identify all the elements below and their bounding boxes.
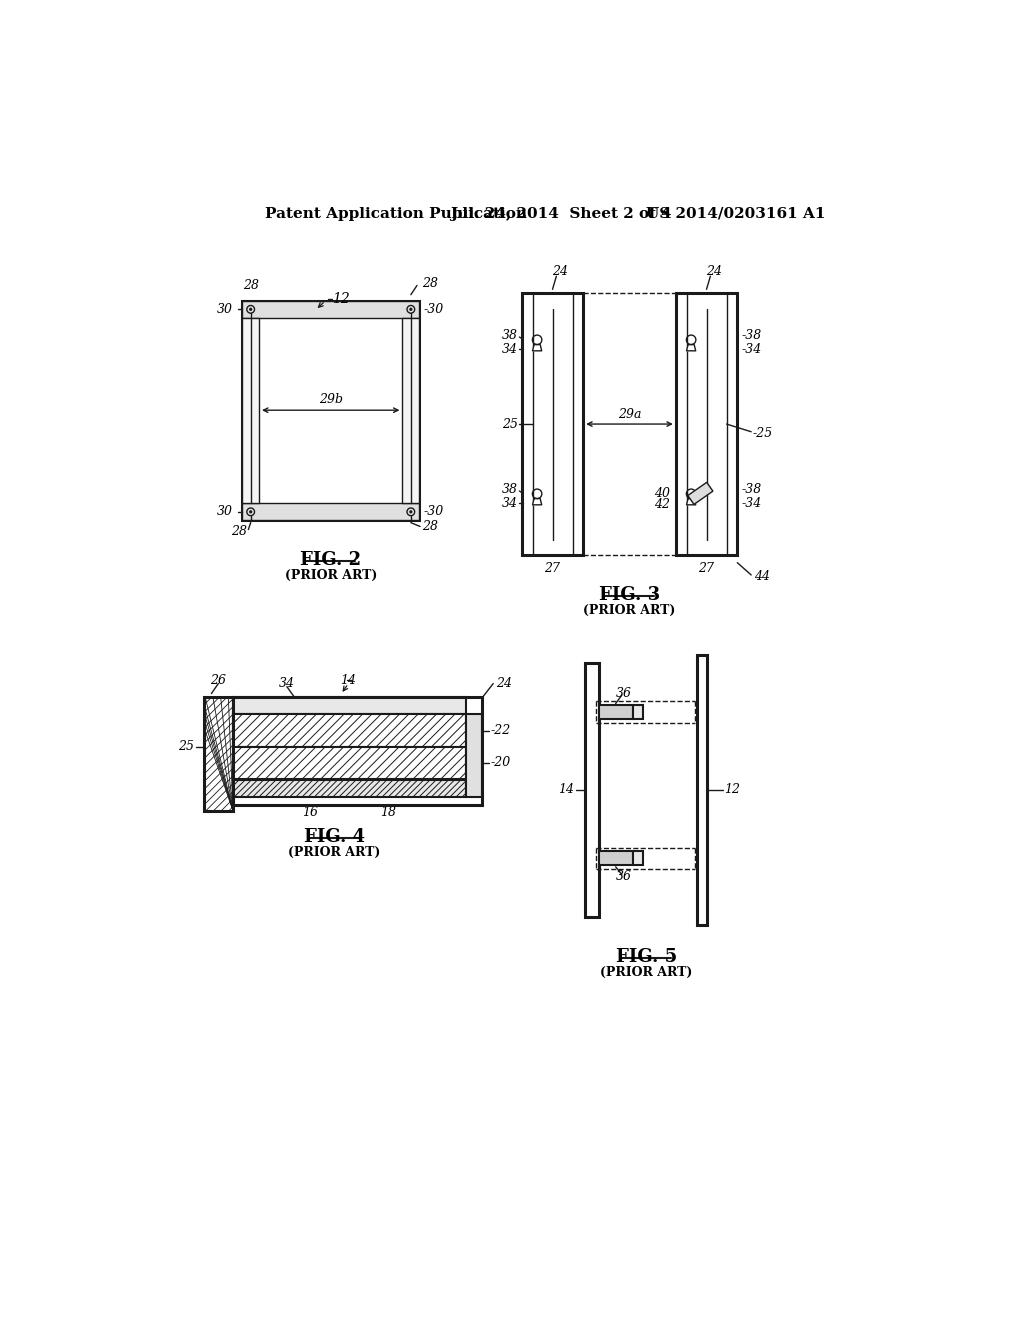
Text: 42: 42 xyxy=(653,499,670,511)
Bar xyxy=(233,780,466,797)
Bar xyxy=(634,851,643,866)
Bar xyxy=(634,705,643,719)
Text: 25: 25 xyxy=(502,417,518,430)
Text: 30: 30 xyxy=(217,302,233,315)
Text: 38: 38 xyxy=(502,329,518,342)
Text: 16: 16 xyxy=(302,805,318,818)
Text: (PRIOR ART): (PRIOR ART) xyxy=(584,603,676,616)
Text: 44: 44 xyxy=(755,570,770,583)
Text: (PRIOR ART): (PRIOR ART) xyxy=(285,569,377,582)
Circle shape xyxy=(410,511,412,512)
Text: Patent Application Publication: Patent Application Publication xyxy=(265,207,527,220)
Text: 29b: 29b xyxy=(318,393,343,407)
Circle shape xyxy=(410,309,412,310)
Text: 36: 36 xyxy=(615,686,632,700)
Bar xyxy=(243,301,419,318)
Text: 27: 27 xyxy=(698,562,715,576)
Bar xyxy=(233,747,466,779)
Text: 26: 26 xyxy=(210,675,226,686)
Text: Jul. 24, 2014  Sheet 2 of 4: Jul. 24, 2014 Sheet 2 of 4 xyxy=(451,207,672,220)
Text: -38: -38 xyxy=(741,483,762,496)
Text: 12: 12 xyxy=(333,292,350,305)
Text: (PRIOR ART): (PRIOR ART) xyxy=(600,966,692,979)
Text: 27: 27 xyxy=(545,562,560,576)
Text: 24: 24 xyxy=(497,677,512,690)
Text: 34: 34 xyxy=(502,343,518,356)
Text: -38: -38 xyxy=(741,329,762,342)
Text: 34: 34 xyxy=(502,496,518,510)
Bar xyxy=(233,714,466,747)
Text: 30: 30 xyxy=(217,506,233,519)
Circle shape xyxy=(250,309,252,310)
Text: 28: 28 xyxy=(243,279,259,292)
Text: 28: 28 xyxy=(422,520,438,533)
Bar xyxy=(599,851,634,866)
Text: -34: -34 xyxy=(741,343,762,356)
Bar xyxy=(204,697,233,810)
Text: -25: -25 xyxy=(753,426,773,440)
Text: 28: 28 xyxy=(422,277,438,290)
Text: 12: 12 xyxy=(724,783,740,796)
Polygon shape xyxy=(688,482,713,504)
Text: US 2014/0203161 A1: US 2014/0203161 A1 xyxy=(646,207,826,220)
Polygon shape xyxy=(532,499,542,504)
Bar xyxy=(233,697,482,805)
Polygon shape xyxy=(532,345,542,351)
Bar xyxy=(696,655,708,924)
Text: 24: 24 xyxy=(552,265,568,279)
Text: 14: 14 xyxy=(558,783,574,796)
Text: 40: 40 xyxy=(653,487,670,500)
Text: 24: 24 xyxy=(707,265,722,279)
Bar xyxy=(585,663,599,917)
Bar xyxy=(466,714,482,797)
Polygon shape xyxy=(686,499,695,504)
Bar xyxy=(676,293,737,554)
Text: -34: -34 xyxy=(741,496,762,510)
Text: FIG. 3: FIG. 3 xyxy=(599,586,660,605)
Bar xyxy=(243,503,419,520)
Text: 14: 14 xyxy=(340,675,356,686)
Bar xyxy=(243,318,259,503)
Bar xyxy=(233,697,466,714)
Text: 38: 38 xyxy=(502,483,518,496)
Text: FIG. 2: FIG. 2 xyxy=(300,552,361,569)
Text: 18: 18 xyxy=(380,805,395,818)
Bar xyxy=(599,705,634,719)
Bar xyxy=(521,293,584,554)
Polygon shape xyxy=(686,345,695,351)
Text: FIG. 4: FIG. 4 xyxy=(304,828,366,846)
Text: -30: -30 xyxy=(423,506,443,519)
Text: -20: -20 xyxy=(490,756,510,770)
Text: 25: 25 xyxy=(178,741,195,754)
Text: -30: -30 xyxy=(423,302,443,315)
Text: FIG. 5: FIG. 5 xyxy=(615,948,677,966)
Text: 34: 34 xyxy=(279,677,295,690)
Text: 28: 28 xyxy=(230,525,247,539)
Text: 36: 36 xyxy=(615,870,632,883)
Bar xyxy=(243,301,419,520)
Text: -22: -22 xyxy=(490,723,510,737)
Circle shape xyxy=(250,511,252,512)
Text: (PRIOR ART): (PRIOR ART) xyxy=(289,846,381,859)
Text: 29a: 29a xyxy=(617,408,641,421)
Bar xyxy=(402,318,419,503)
